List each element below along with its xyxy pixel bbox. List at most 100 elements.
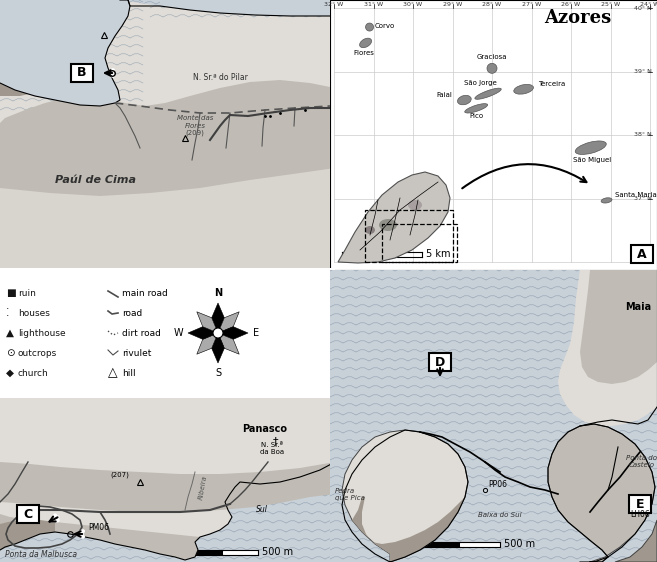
Text: houses: houses: [18, 309, 50, 318]
Text: 31° W: 31° W: [364, 2, 383, 7]
Polygon shape: [0, 168, 335, 268]
Text: dirt road: dirt road: [122, 329, 161, 338]
Text: 39° N: 39° N: [634, 69, 652, 74]
Text: 30° W: 30° W: [403, 2, 422, 7]
Text: Ponta da Malbusca: Ponta da Malbusca: [5, 550, 77, 559]
Polygon shape: [197, 333, 218, 354]
Text: ◆: ◆: [6, 368, 14, 378]
Polygon shape: [0, 0, 335, 268]
Text: (191): (191): [80, 26, 101, 35]
Text: B: B: [78, 66, 87, 79]
Text: São Miguel: São Miguel: [573, 157, 611, 163]
Polygon shape: [0, 0, 130, 106]
Text: D: D: [435, 356, 445, 369]
Text: †: †: [272, 436, 278, 446]
Text: 40° N: 40° N: [634, 6, 652, 11]
Text: Flores: Flores: [185, 123, 206, 129]
Polygon shape: [548, 424, 655, 562]
Polygon shape: [0, 514, 200, 560]
Polygon shape: [0, 398, 335, 474]
Text: 26° W: 26° W: [562, 2, 581, 7]
Text: 500 m: 500 m: [262, 547, 293, 557]
Text: 24° W: 24° W: [641, 2, 657, 7]
Polygon shape: [558, 270, 657, 426]
Text: main road: main road: [122, 288, 168, 297]
Polygon shape: [197, 312, 218, 333]
Polygon shape: [218, 333, 239, 354]
Text: N. Sr.ª do Pilar: N. Sr.ª do Pilar: [193, 73, 248, 82]
Ellipse shape: [379, 219, 397, 231]
Circle shape: [487, 64, 497, 73]
Text: 32° W: 32° W: [325, 2, 344, 7]
Text: Maia: Maia: [625, 302, 651, 312]
Ellipse shape: [601, 198, 612, 203]
Text: Monte das: Monte das: [177, 115, 213, 121]
Text: C: C: [24, 507, 33, 520]
Text: E: E: [253, 328, 259, 338]
Text: PM06: PM06: [88, 523, 109, 532]
Polygon shape: [218, 312, 239, 333]
Polygon shape: [212, 333, 224, 363]
Text: (207): (207): [110, 472, 129, 478]
Ellipse shape: [457, 96, 471, 105]
Polygon shape: [580, 270, 657, 384]
Bar: [629, 495, 651, 513]
Polygon shape: [188, 327, 218, 339]
Text: Monte Gordo: Monte Gordo: [75, 18, 124, 27]
Ellipse shape: [475, 88, 501, 99]
Text: São Jorge: São Jorge: [464, 80, 497, 86]
Text: (209): (209): [185, 130, 204, 137]
Polygon shape: [160, 0, 335, 16]
Text: ruin: ruin: [18, 288, 36, 297]
Polygon shape: [342, 430, 468, 562]
Text: church: church: [18, 369, 49, 378]
Polygon shape: [338, 172, 450, 263]
Text: Panasco: Panasco: [242, 424, 288, 434]
Text: Ribeira: Ribeira: [198, 474, 208, 500]
Ellipse shape: [464, 103, 487, 113]
Ellipse shape: [408, 200, 422, 210]
Text: Flores: Flores: [353, 50, 374, 56]
Text: LH06: LH06: [630, 510, 650, 519]
Text: Paúl de Cima: Paúl de Cima: [55, 175, 136, 185]
Text: N: N: [214, 288, 222, 298]
Text: PP06: PP06: [488, 480, 507, 489]
Text: 500 m: 500 m: [86, 5, 122, 15]
Ellipse shape: [514, 84, 533, 94]
Text: Lemos: Lemos: [62, 61, 87, 70]
Text: Azores: Azores: [545, 9, 612, 27]
Text: E: E: [636, 497, 645, 510]
Text: N. Sr.ª
da Boa: N. Sr.ª da Boa: [260, 442, 284, 455]
Text: A: A: [637, 247, 646, 261]
Text: outcrops: outcrops: [18, 348, 57, 357]
Text: Santa Maria: Santa Maria: [614, 192, 656, 198]
Text: 29° W: 29° W: [443, 2, 462, 7]
Text: ⊙: ⊙: [6, 348, 14, 358]
Text: 37° N: 37° N: [634, 196, 652, 201]
Text: W: W: [173, 328, 183, 338]
Text: ⁚: ⁚: [6, 308, 9, 318]
Ellipse shape: [576, 141, 606, 155]
Text: lighthouse: lighthouse: [18, 329, 66, 338]
Polygon shape: [0, 398, 335, 560]
Text: Terceira: Terceira: [537, 81, 565, 87]
Polygon shape: [352, 497, 465, 562]
Text: 5 km: 5 km: [426, 249, 451, 259]
Bar: [71, 64, 93, 82]
Polygon shape: [212, 303, 224, 333]
Text: ▲: ▲: [6, 328, 14, 338]
Polygon shape: [218, 327, 248, 339]
Text: Pedra
que Pica: Pedra que Pica: [335, 488, 365, 501]
Text: Pico: Pico: [469, 114, 484, 119]
Circle shape: [213, 328, 223, 338]
Text: rivulet: rivulet: [122, 348, 151, 357]
Bar: [631, 245, 653, 263]
Bar: [365, 210, 453, 262]
Text: Sul: Sul: [256, 505, 268, 514]
Text: Ponta do
Castelo: Ponta do Castelo: [627, 455, 657, 468]
Text: 38° N: 38° N: [634, 133, 652, 138]
Text: Baixa do Sul: Baixa do Sul: [478, 512, 522, 518]
Polygon shape: [0, 520, 55, 550]
Text: 25° W: 25° W: [601, 2, 620, 7]
Polygon shape: [0, 80, 335, 268]
